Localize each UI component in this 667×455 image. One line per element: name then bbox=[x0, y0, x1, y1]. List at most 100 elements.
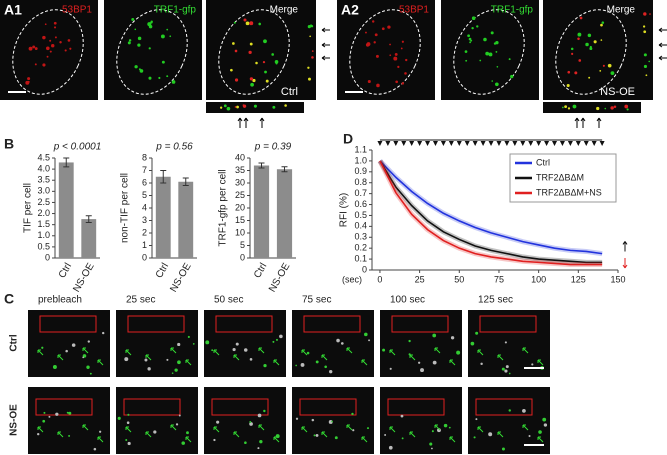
spot bbox=[577, 37, 580, 41]
spot bbox=[279, 334, 283, 339]
timepoint-label: prebleach bbox=[38, 295, 82, 306]
bleach-marker bbox=[464, 141, 470, 146]
bleach-marker bbox=[393, 141, 399, 146]
spot bbox=[271, 53, 274, 56]
spot bbox=[54, 36, 57, 39]
y-tick-label: 8 bbox=[142, 152, 147, 162]
spot bbox=[307, 66, 310, 69]
spot bbox=[166, 358, 169, 361]
spot bbox=[389, 43, 391, 46]
spot bbox=[501, 447, 505, 451]
spot bbox=[430, 447, 433, 450]
spot bbox=[300, 363, 305, 367]
chart-title: p = 0.39 bbox=[254, 142, 292, 153]
y-tick-label: 0.8 bbox=[354, 177, 367, 187]
spot bbox=[46, 55, 49, 58]
spot bbox=[388, 445, 393, 450]
channel-label: Merge bbox=[270, 5, 299, 16]
bleach-marker bbox=[488, 141, 494, 146]
y-tick-label: 1 bbox=[142, 240, 147, 250]
spot bbox=[27, 80, 30, 83]
spot bbox=[148, 24, 153, 29]
x-tick-label: 100 bbox=[531, 274, 546, 284]
spot bbox=[432, 333, 437, 338]
spot bbox=[309, 35, 311, 38]
spot bbox=[253, 104, 257, 108]
spot bbox=[255, 61, 258, 65]
spot bbox=[153, 430, 157, 434]
timepoint-label: 25 sec bbox=[126, 295, 155, 306]
bar bbox=[58, 162, 74, 258]
spot bbox=[93, 447, 97, 451]
arrow bbox=[37, 349, 44, 356]
spot bbox=[329, 369, 333, 374]
bleach-marker bbox=[583, 141, 589, 146]
arrow bbox=[97, 359, 104, 366]
channel-label: Merge bbox=[607, 5, 636, 16]
spot bbox=[275, 338, 278, 341]
y-axis-label: TRF1-gfp per cell bbox=[218, 169, 229, 246]
arrow bbox=[522, 347, 529, 354]
nucleus-outline bbox=[453, 9, 525, 95]
spot bbox=[397, 65, 400, 68]
arrow bbox=[213, 426, 220, 433]
channel-label: 53BP1 bbox=[399, 5, 429, 16]
spot bbox=[248, 50, 252, 54]
x-tick-label: NS-OE bbox=[267, 261, 293, 294]
bleach-marker bbox=[480, 141, 486, 146]
spot bbox=[480, 362, 483, 366]
timepoint-label: 75 sec bbox=[302, 295, 331, 306]
error-bar bbox=[160, 170, 167, 184]
spot bbox=[376, 83, 380, 88]
spot bbox=[393, 56, 398, 61]
x-tick-label: 50 bbox=[454, 274, 464, 284]
y-tick-label: 2.5 bbox=[37, 197, 50, 207]
bleach-marker bbox=[544, 141, 550, 146]
spot bbox=[249, 21, 254, 26]
y-tick-label: 1.1 bbox=[354, 144, 367, 154]
spot bbox=[588, 76, 591, 79]
arrow bbox=[258, 347, 265, 354]
spot bbox=[49, 50, 52, 53]
nucleus-outline bbox=[218, 9, 290, 95]
spot bbox=[51, 44, 55, 48]
spot bbox=[382, 348, 386, 352]
spot bbox=[150, 21, 153, 24]
bleach-marker bbox=[456, 141, 462, 146]
arrow bbox=[273, 359, 280, 366]
bleach-marker bbox=[599, 141, 605, 146]
spot bbox=[599, 69, 602, 72]
spot bbox=[476, 25, 479, 28]
arrow bbox=[301, 349, 308, 356]
x-tick-label: Ctrl bbox=[57, 261, 74, 280]
spot bbox=[600, 39, 603, 41]
bleach-marker bbox=[520, 141, 526, 146]
spot bbox=[467, 34, 471, 38]
error-bar bbox=[281, 166, 288, 173]
spot bbox=[147, 367, 151, 371]
y-tick-label: 25 bbox=[235, 190, 245, 200]
spot bbox=[265, 79, 269, 83]
bleach-region bbox=[215, 315, 273, 333]
bleach-marker bbox=[448, 141, 454, 146]
arrow bbox=[434, 347, 441, 354]
bleach-marker bbox=[440, 141, 446, 146]
spot bbox=[543, 423, 548, 427]
y-tick-label: 0.5 bbox=[37, 241, 50, 251]
spot bbox=[400, 414, 404, 418]
x-tick-label: 0 bbox=[377, 274, 382, 284]
spot bbox=[295, 364, 297, 367]
spot bbox=[469, 41, 472, 44]
spot bbox=[324, 365, 327, 369]
spot bbox=[389, 367, 392, 370]
y-tick-label: 30 bbox=[235, 177, 245, 187]
x-tick-label: 75 bbox=[494, 274, 504, 284]
bleach-region bbox=[479, 315, 537, 333]
spot bbox=[418, 361, 421, 364]
arrow bbox=[82, 424, 89, 431]
bleach-marker bbox=[575, 141, 581, 146]
y-tick-label: 0 bbox=[240, 252, 245, 262]
spot bbox=[284, 104, 287, 107]
arrow bbox=[321, 354, 328, 361]
arrow bbox=[233, 354, 240, 361]
